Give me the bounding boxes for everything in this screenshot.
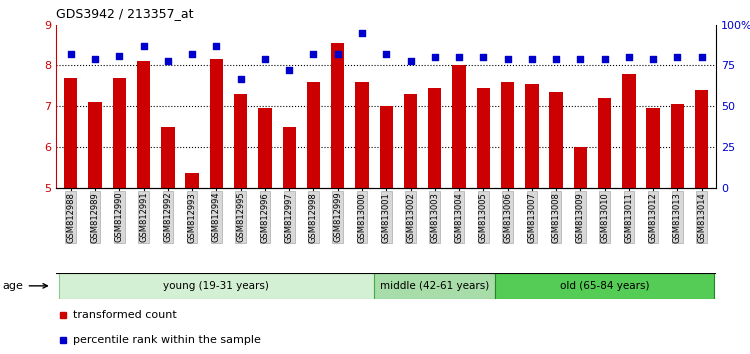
Point: [380, 51, 392, 57]
Point: [404, 58, 416, 63]
Point: [647, 56, 659, 62]
Point: [137, 43, 149, 49]
Bar: [477, 88, 490, 188]
Bar: [307, 82, 320, 188]
Point: [332, 51, 344, 57]
Point: [113, 53, 125, 58]
Bar: [574, 147, 587, 188]
Text: transformed count: transformed count: [73, 310, 176, 320]
Point: [453, 55, 465, 60]
Point: [211, 43, 223, 49]
Bar: [374, 273, 496, 299]
Bar: [501, 82, 515, 188]
Point: [259, 56, 271, 62]
Point: [477, 55, 489, 60]
Bar: [496, 273, 714, 299]
Point: [284, 68, 296, 73]
Point: [574, 56, 586, 62]
Bar: [185, 173, 199, 188]
Bar: [112, 78, 126, 188]
Bar: [646, 108, 660, 188]
Bar: [258, 108, 272, 188]
Point: [89, 56, 101, 62]
Bar: [356, 82, 369, 188]
Point: [598, 56, 610, 62]
Bar: [622, 74, 635, 188]
Point: [550, 56, 562, 62]
Bar: [598, 98, 611, 188]
Bar: [452, 65, 466, 188]
Text: GDS3942 / 213357_at: GDS3942 / 213357_at: [56, 7, 194, 21]
Bar: [695, 90, 708, 188]
Bar: [380, 106, 393, 188]
Bar: [550, 92, 562, 188]
Point: [696, 55, 708, 60]
Point: [186, 51, 198, 57]
Text: middle (42-61 years): middle (42-61 years): [380, 281, 490, 291]
Bar: [283, 127, 296, 188]
Bar: [428, 88, 442, 188]
Bar: [210, 59, 223, 188]
Bar: [331, 43, 344, 188]
Text: percentile rank within the sample: percentile rank within the sample: [73, 335, 261, 345]
Point: [502, 56, 514, 62]
Point: [64, 51, 76, 57]
Point: [235, 76, 247, 81]
Bar: [525, 84, 538, 188]
Text: old (65-84 years): old (65-84 years): [560, 281, 650, 291]
Point: [526, 56, 538, 62]
Bar: [404, 94, 417, 188]
Bar: [670, 104, 684, 188]
Point: [623, 55, 635, 60]
Bar: [234, 94, 248, 188]
Bar: [58, 273, 374, 299]
Point: [429, 55, 441, 60]
Text: age: age: [3, 281, 47, 291]
Bar: [88, 102, 102, 188]
Point: [356, 30, 368, 36]
Text: young (19-31 years): young (19-31 years): [164, 281, 269, 291]
Bar: [137, 62, 150, 188]
Bar: [64, 78, 77, 188]
Point: [308, 51, 320, 57]
Point: [162, 58, 174, 63]
Bar: [161, 127, 175, 188]
Point: [671, 55, 683, 60]
